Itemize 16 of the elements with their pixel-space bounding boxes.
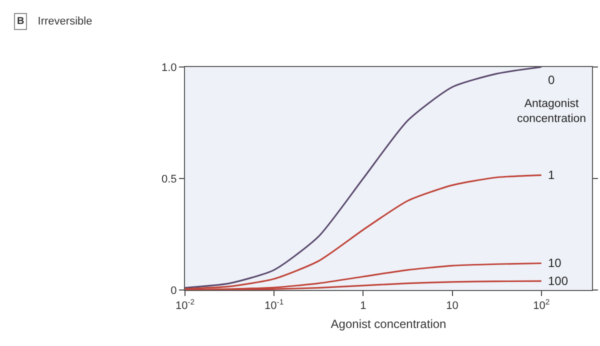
y-tick-label: 1.0 <box>162 62 177 74</box>
series-label: 0 <box>548 73 555 87</box>
x-tick-label: 10$^{2}$ <box>533 298 550 312</box>
y-tick-label: 0.5 <box>162 173 177 186</box>
y-tick-label: 0 <box>170 284 177 297</box>
x-axis-title: Agonist concentration <box>330 317 446 332</box>
x-tick-label: 10$^{-2}$ <box>175 298 195 312</box>
x-tick-label: 10 <box>446 300 458 312</box>
legend-title: Antagonist concentration <box>517 98 586 125</box>
series-label: 100 <box>548 274 568 288</box>
text: Irreversible <box>38 16 92 28</box>
series-label: 1 <box>548 168 555 182</box>
series-label: 10 <box>548 256 562 270</box>
x-tick-label: 1 <box>360 300 366 312</box>
x-tick-label: 10$^{-1}$ <box>264 298 284 312</box>
text: B <box>17 16 24 27</box>
